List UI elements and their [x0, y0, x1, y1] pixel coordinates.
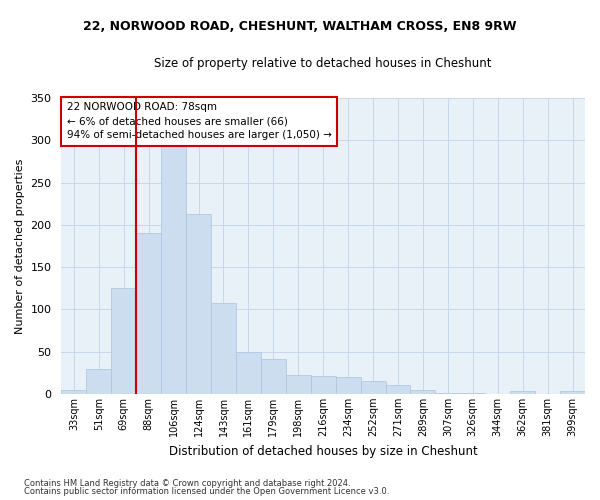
- Bar: [136, 234, 161, 394]
- Bar: [410, 390, 436, 394]
- Bar: [361, 381, 386, 394]
- Bar: [560, 392, 585, 394]
- Bar: [510, 390, 535, 394]
- Bar: [186, 214, 211, 394]
- Bar: [311, 376, 335, 394]
- Text: 22 NORWOOD ROAD: 78sqm
← 6% of detached houses are smaller (66)
94% of semi-deta: 22 NORWOOD ROAD: 78sqm ← 6% of detached …: [67, 102, 332, 141]
- Bar: [86, 370, 111, 394]
- Bar: [335, 377, 361, 394]
- Bar: [460, 393, 485, 394]
- Bar: [111, 288, 136, 394]
- Text: 22, NORWOOD ROAD, CHESHUNT, WALTHAM CROSS, EN8 9RW: 22, NORWOOD ROAD, CHESHUNT, WALTHAM CROS…: [83, 20, 517, 33]
- Bar: [161, 144, 186, 394]
- Text: Contains public sector information licensed under the Open Government Licence v3: Contains public sector information licen…: [24, 487, 389, 496]
- Bar: [211, 304, 236, 394]
- Bar: [261, 359, 286, 394]
- Bar: [386, 386, 410, 394]
- Bar: [436, 393, 460, 394]
- X-axis label: Distribution of detached houses by size in Cheshunt: Distribution of detached houses by size …: [169, 444, 478, 458]
- Bar: [61, 390, 86, 394]
- Y-axis label: Number of detached properties: Number of detached properties: [15, 158, 25, 334]
- Bar: [236, 352, 261, 394]
- Bar: [286, 376, 311, 394]
- Text: Contains HM Land Registry data © Crown copyright and database right 2024.: Contains HM Land Registry data © Crown c…: [24, 478, 350, 488]
- Title: Size of property relative to detached houses in Cheshunt: Size of property relative to detached ho…: [154, 58, 492, 70]
